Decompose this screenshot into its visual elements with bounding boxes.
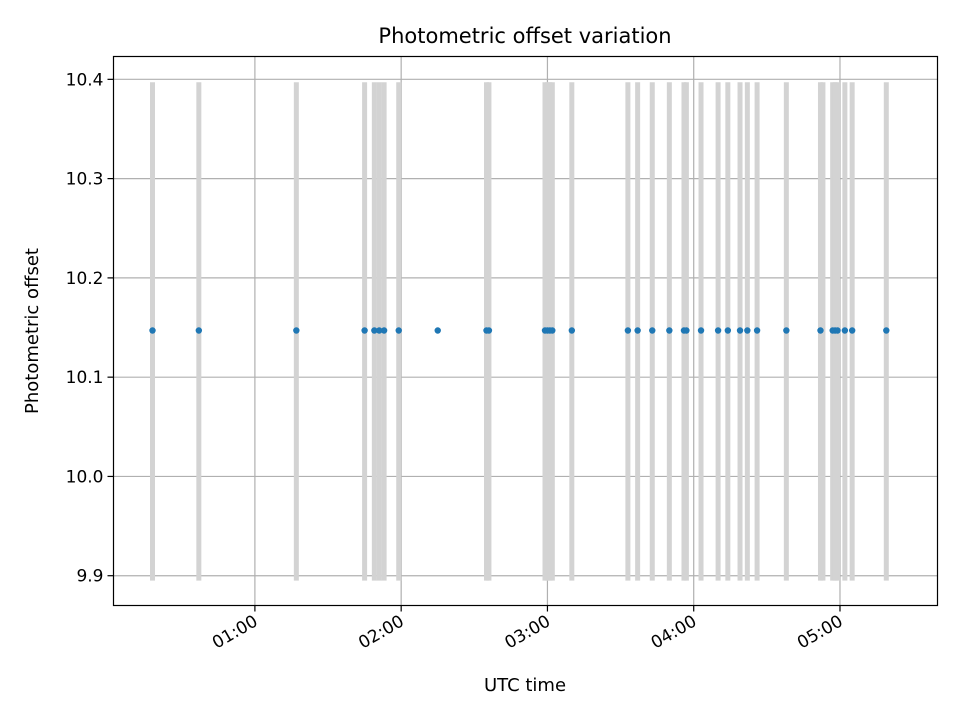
data-point [841,327,849,334]
data-point [666,327,673,334]
data-point [293,327,300,334]
data-point [724,327,732,334]
data-point [649,327,656,334]
data-point [697,327,705,334]
data-point [376,327,383,334]
chart-title: Photometric offset variation [378,24,671,48]
y-tick-label: 10.4 [66,70,104,90]
data-point [753,327,761,334]
y-tick-label: 10.0 [66,467,104,487]
data-point [371,327,378,334]
data-point [568,327,576,334]
data-point [195,327,203,334]
y-tick-label: 10.3 [66,170,104,190]
data-point [834,327,841,334]
data-point [549,327,556,334]
y-tick-label: 10.1 [66,368,104,388]
data-point [883,327,890,334]
data-point [434,327,441,334]
x-axis-label: UTC time [484,675,566,696]
y-axis-label: Photometric offset [22,248,43,414]
data-point [380,327,388,334]
data-point [744,327,751,334]
data-point [683,327,690,334]
y-tick-label: 10.2 [66,269,104,289]
data-point [714,327,722,334]
data-point [736,327,744,334]
data-point [149,327,156,334]
data-point [485,327,493,334]
data-points [149,327,890,334]
plot-frame [112,55,939,607]
data-point [817,327,824,334]
y-tick-label: 9.9 [76,567,103,587]
data-point [634,327,641,334]
data-point [624,327,632,334]
data-point [361,327,368,334]
data-point [848,327,856,334]
data-point [783,327,790,334]
data-point [395,327,402,334]
